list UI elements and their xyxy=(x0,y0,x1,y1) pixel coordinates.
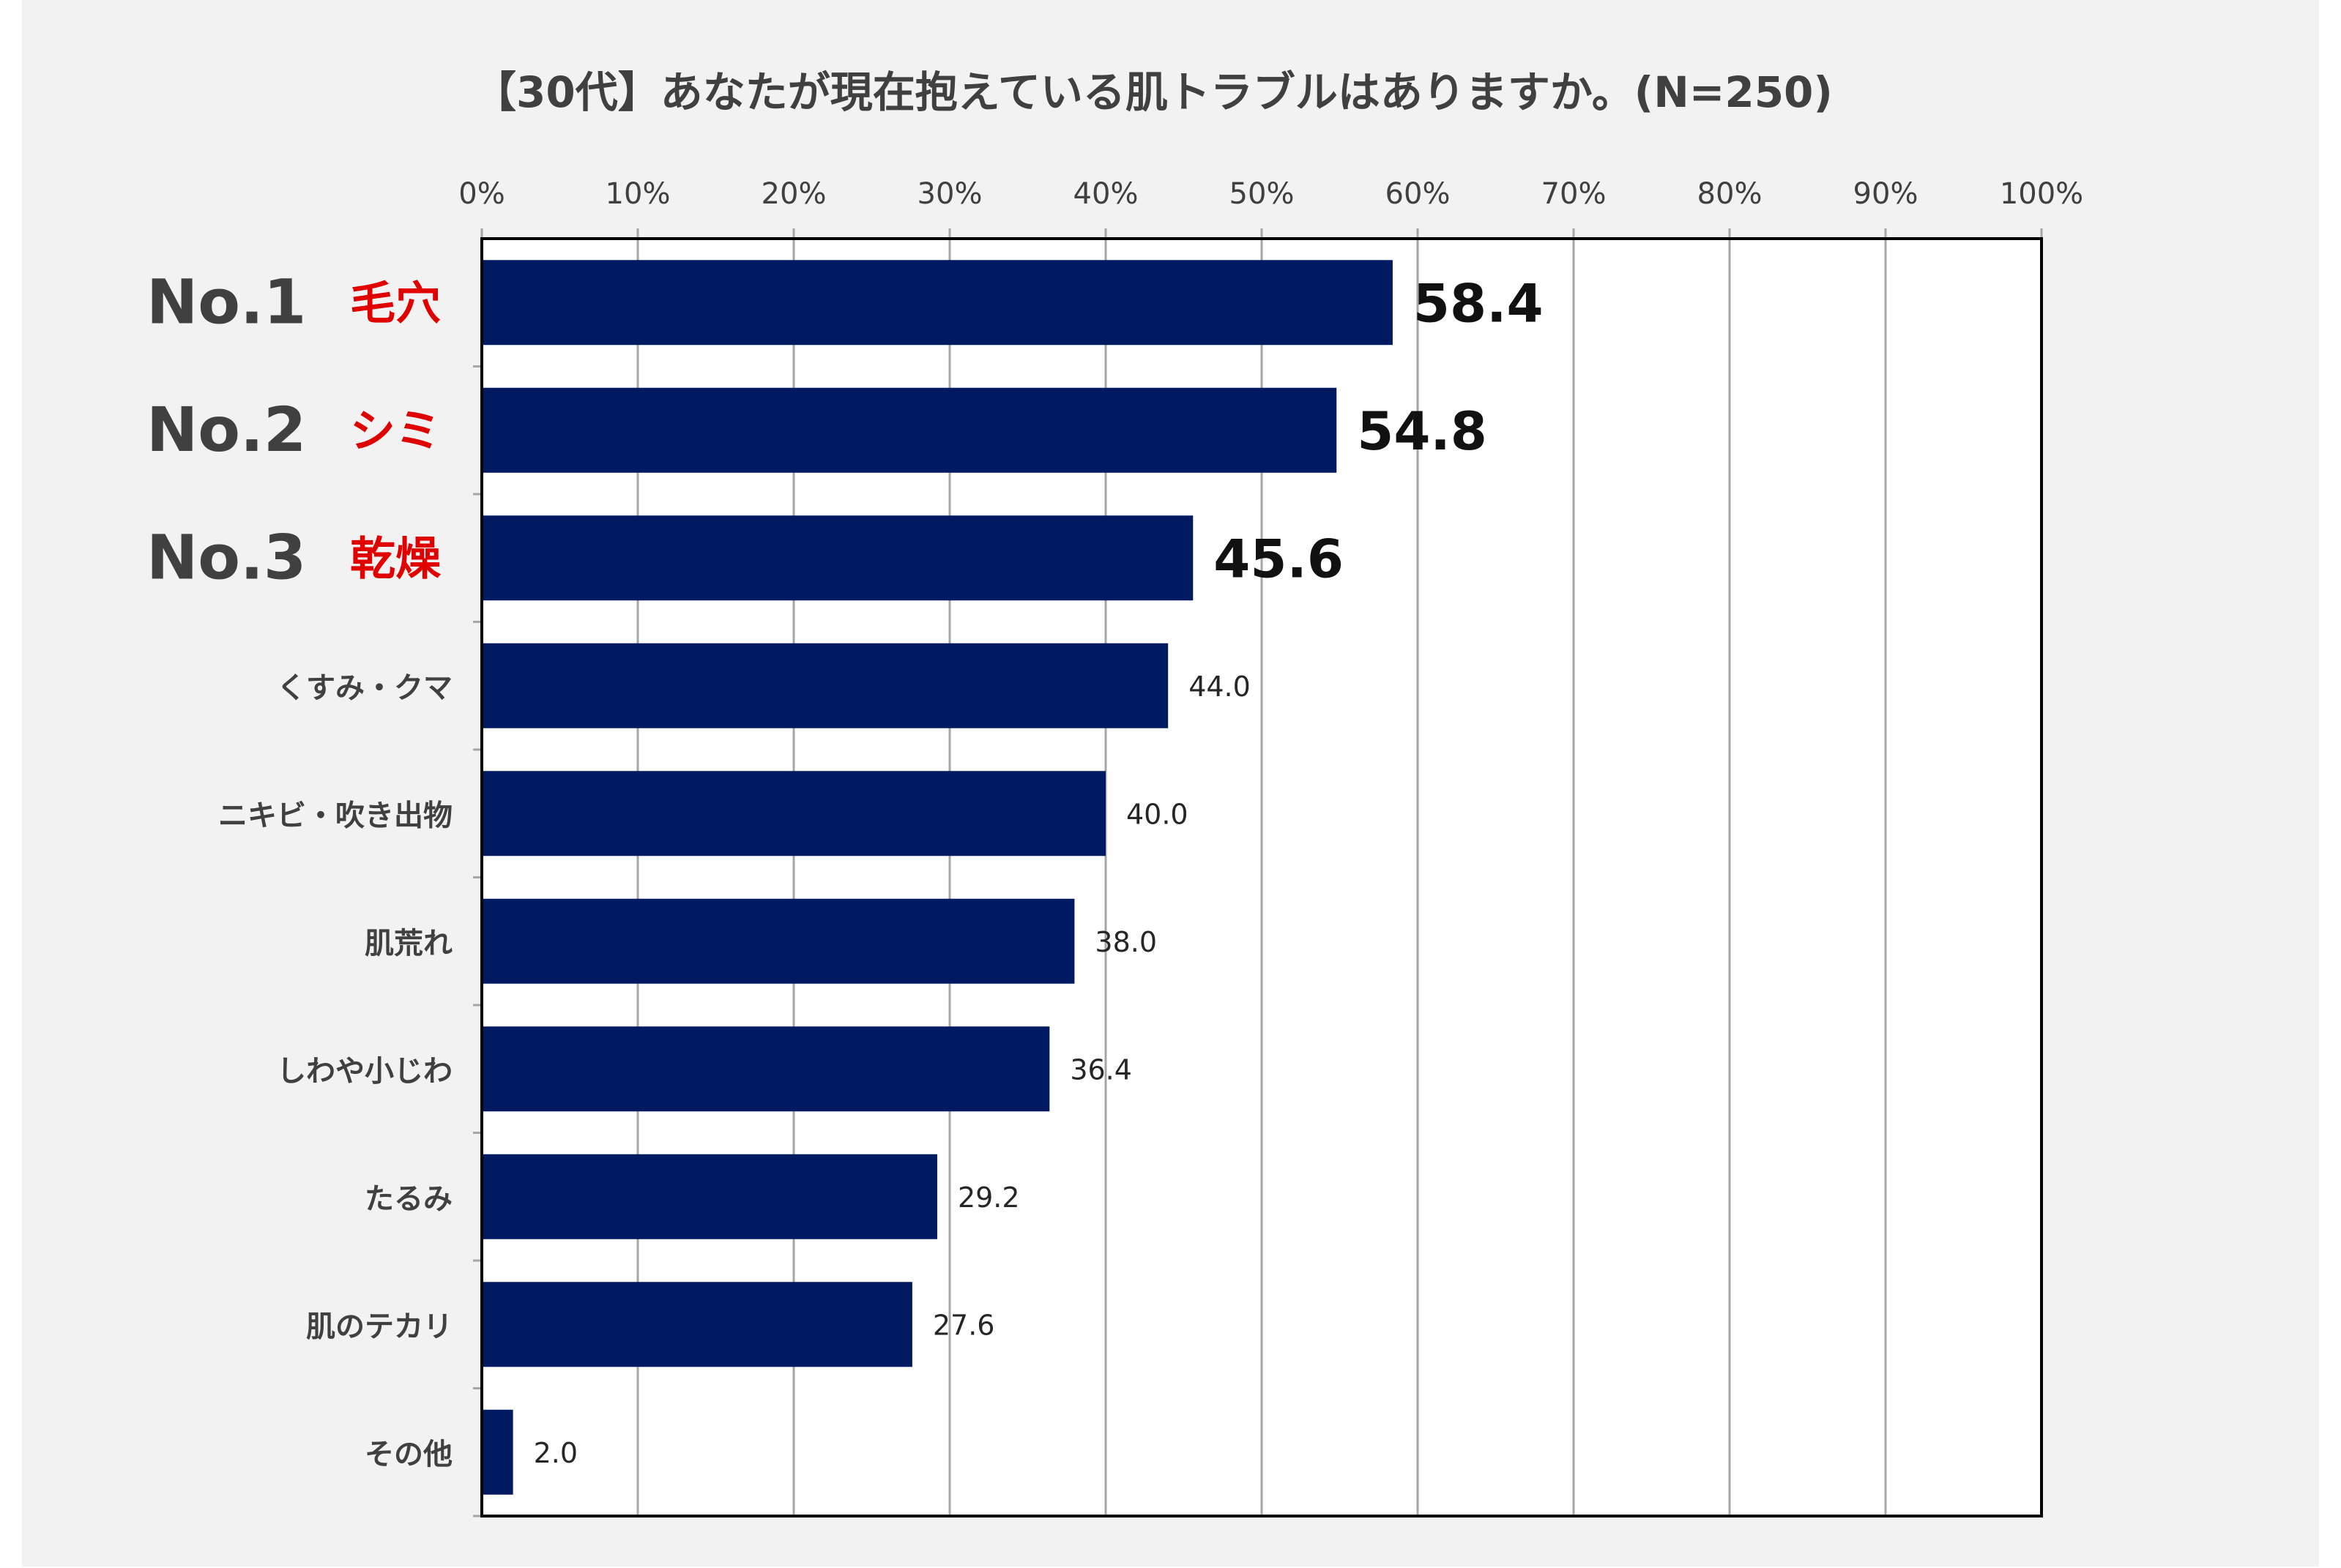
value-label: 54.8 xyxy=(1357,400,1487,462)
bar xyxy=(482,1026,1050,1112)
bar xyxy=(482,1409,513,1495)
category-label: たるみ xyxy=(365,1182,453,1216)
rank-label: No.2 xyxy=(146,394,306,466)
value-label: 2.0 xyxy=(534,1437,578,1469)
category-label: その他 xyxy=(365,1438,453,1471)
category-label: くすみ・クマ xyxy=(277,671,453,705)
bar xyxy=(482,1282,912,1367)
x-tick-label: 10% xyxy=(606,177,671,211)
category-label: ニキビ・吹き出物 xyxy=(218,799,453,832)
bar xyxy=(482,771,1106,856)
x-tick-label: 40% xyxy=(1073,177,1139,211)
category-label: 肌のテカリ xyxy=(306,1310,453,1343)
bar xyxy=(482,1154,937,1239)
x-tick-label: 50% xyxy=(1229,177,1295,211)
value-label: 58.4 xyxy=(1413,272,1544,334)
value-label: 27.6 xyxy=(933,1309,995,1341)
category-label: しわや小じわ xyxy=(277,1054,453,1088)
category-label: 乾燥 xyxy=(350,531,442,585)
value-label: 38.0 xyxy=(1095,926,1157,958)
bar xyxy=(482,643,1169,728)
value-label: 40.0 xyxy=(1126,798,1188,830)
x-tick-label: 30% xyxy=(918,177,983,211)
x-tick-label: 70% xyxy=(1541,177,1607,211)
bar xyxy=(482,515,1194,601)
value-label: 45.6 xyxy=(1213,528,1344,589)
chart-title: 【30代】あなたが現在抱えている肌トラブルはありますか。(N=250) xyxy=(474,67,1833,117)
x-axis-ticks: 0% 10% 20% 30% 40% 50% 60% 70% 80% 90% 100% xyxy=(458,177,2083,239)
bar xyxy=(482,260,1393,346)
category-labels: No.1 毛穴 No.2 シミ No.3 乾燥くすみ・クマニキビ・吹き出物肌荒れしわや小じ… xyxy=(146,266,482,1517)
x-tick-label: 100% xyxy=(2000,177,2083,211)
category-label: 肌荒れ xyxy=(365,927,453,960)
rank-label: No.3 xyxy=(146,521,306,593)
bar xyxy=(482,387,1337,473)
x-tick-label: 0% xyxy=(458,177,505,211)
rank-label: No.1 xyxy=(146,266,306,337)
value-labels: 58.4 54.8 45.6 44.0 40.0 38.0 36.4 29.2 27.6 2.0 xyxy=(534,272,1544,1469)
plot-frame xyxy=(480,237,2043,1517)
value-label: 36.4 xyxy=(1070,1053,1132,1086)
x-tick-label: 90% xyxy=(1853,177,1918,211)
category-label: 毛穴 xyxy=(350,276,441,329)
bar xyxy=(482,898,1075,984)
category-label: シミ xyxy=(350,404,441,458)
value-label: 44.0 xyxy=(1188,671,1251,703)
x-tick-label: 80% xyxy=(1697,177,1763,211)
chart-figure: 【30代】あなたが現在抱えている肌トラブルはありますか。(N=250) 0% 10… xyxy=(22,0,2319,1567)
bar-chart: 【30代】あなたが現在抱えている肌トラブルはありますか。(N=250) 0% 10… xyxy=(146,67,2083,1517)
bars xyxy=(482,260,1393,1495)
x-tick-label: 60% xyxy=(1385,177,1451,211)
value-label: 29.2 xyxy=(958,1181,1020,1214)
x-tick-label: 20% xyxy=(762,177,827,211)
